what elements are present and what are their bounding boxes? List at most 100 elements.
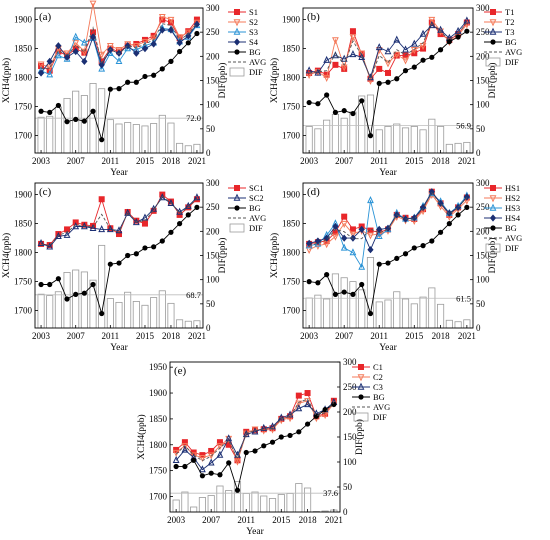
panel-e: 37.6 1700 1750 1800 1850 1900 1950 0 50 100 150 200… (136, 357, 390, 537)
legend-marker (233, 193, 241, 201)
x-tick-label: 2015 (136, 331, 155, 341)
series-point (142, 245, 148, 251)
series-point (90, 281, 96, 288)
series-point (428, 188, 435, 196)
series-point (375, 43, 383, 51)
series-point (185, 40, 191, 46)
y2-tick-label: 50 (343, 482, 353, 492)
series-point (63, 230, 71, 238)
series-point (306, 239, 313, 247)
y2-tick-label: 50 (476, 124, 486, 134)
dif-bar (190, 506, 198, 513)
avg-line (175, 398, 335, 462)
x-tick-label: 2011 (370, 156, 388, 166)
y2-tick-label: 300 (206, 178, 220, 188)
y-tick-label: 1750 (282, 277, 301, 287)
plot-frame (302, 182, 474, 329)
series-point (359, 281, 365, 288)
series-point (269, 422, 276, 430)
avg-dif-label: 68.7 (186, 290, 201, 300)
y-tick-label: 1950 (149, 362, 168, 372)
series-point (350, 291, 356, 297)
legend-label: AVG (249, 57, 266, 67)
series-point (349, 231, 357, 239)
series-point (216, 450, 224, 458)
dif-bar (184, 320, 192, 329)
legend-label: HS2 (505, 193, 520, 203)
legend-swatch (229, 223, 245, 233)
dif-bar (132, 124, 140, 154)
series-point (194, 30, 200, 37)
dif-bar (323, 119, 331, 154)
series-point (141, 220, 148, 227)
y2-tick-label: 0 (343, 507, 348, 517)
dif-bar (251, 491, 259, 513)
x-tick-label: 2003 (32, 156, 51, 166)
dif-bar (305, 297, 313, 329)
y2-tick-label: 150 (476, 251, 490, 261)
dif-bar (158, 114, 166, 154)
avg-dif-label: 72.0 (186, 113, 201, 123)
series-point (72, 47, 79, 56)
series-point (89, 0, 97, 8)
y2-tick-label: 250 (206, 27, 220, 37)
series-point (37, 238, 45, 247)
series-point (463, 16, 471, 24)
series-point (182, 463, 188, 470)
x-tick-label: 2015 (405, 156, 424, 166)
series-point (81, 118, 87, 124)
series-point (167, 16, 175, 24)
series-point (332, 61, 339, 68)
series-point (98, 225, 106, 233)
series-point (125, 252, 131, 259)
dif-bar (393, 291, 401, 329)
series-point (260, 423, 268, 431)
series-point (393, 35, 401, 43)
series-point (350, 110, 356, 117)
legend-marker (489, 203, 497, 211)
panel-a: 72.0 1700 1750 1800 1850 1900 0 50 100 150 200 250 3… (1, 0, 266, 178)
legend-label: DIF (249, 67, 263, 77)
series-point (38, 281, 44, 288)
dif-bar (141, 304, 149, 329)
y-tick-label: 1800 (149, 440, 168, 450)
series-point (208, 470, 214, 476)
series-point (193, 20, 201, 28)
series-point (55, 102, 61, 109)
y2-tick-label: 250 (343, 382, 357, 392)
legend-marker (489, 214, 497, 222)
y2-axis-title: DIF(ppb) (487, 238, 498, 274)
y-tick-label: 1900 (14, 190, 33, 200)
dif-bar (124, 291, 132, 329)
series-point (429, 238, 435, 244)
series-point (73, 116, 79, 122)
series-point (151, 244, 157, 250)
legend-swatch (353, 412, 369, 422)
series-point (306, 99, 312, 106)
series-point (394, 255, 400, 261)
series-point (340, 220, 348, 228)
y2-tick-label: 50 (476, 299, 486, 309)
x-tick-label: 2003 (167, 515, 186, 525)
x-tick-label: 2011 (102, 156, 120, 166)
series-point (54, 232, 62, 240)
y2-tick-label: 50 (206, 299, 216, 309)
x-tick-label: 2021 (188, 331, 206, 341)
y-axis-title: XCH4(ppb) (269, 233, 280, 278)
y2-tick-label: 0 (206, 148, 211, 158)
y2-axis-title: DIF(ppb) (487, 63, 498, 99)
y-axis-title: XCH4(ppb) (1, 58, 12, 103)
y2-tick-label: 150 (206, 251, 220, 261)
dif-bar (216, 485, 224, 513)
series-point (73, 291, 79, 297)
series-line (309, 207, 468, 314)
dif-bar (54, 106, 62, 154)
legend-label: DIF (249, 223, 263, 233)
series-point (313, 413, 319, 419)
series-point (464, 204, 470, 210)
legend-label: HS3 (505, 203, 520, 213)
x-axis-title: Year (246, 527, 264, 537)
series-point (47, 109, 53, 115)
dif-bar (445, 143, 453, 154)
panel-c: 68.7 1700 1750 1800 1850 1900 0 50 100 150 200 250 3… (1, 178, 266, 353)
